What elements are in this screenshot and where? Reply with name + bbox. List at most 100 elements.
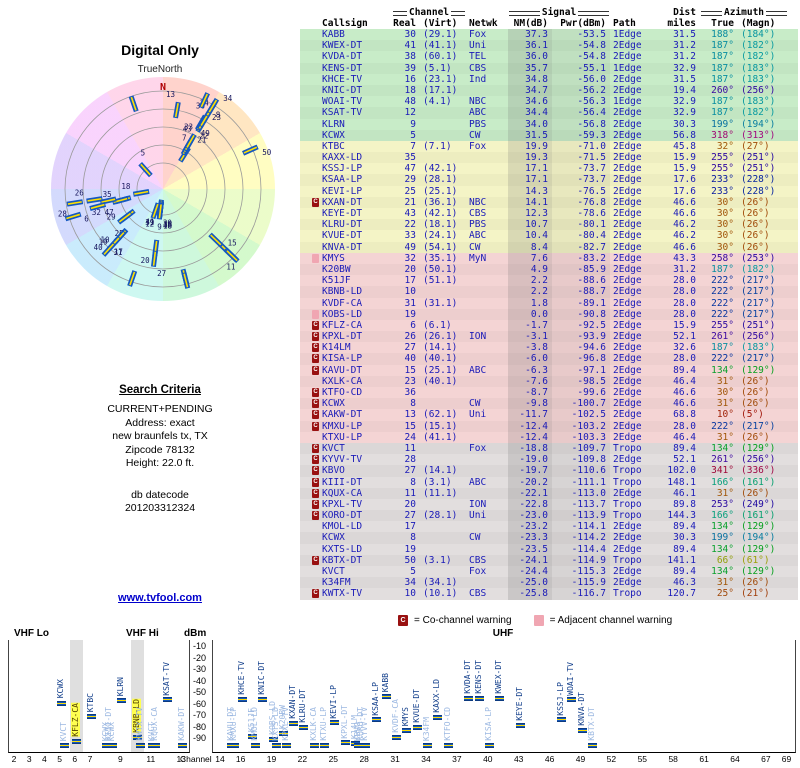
cell-azimuth-magn: (256°) [741, 84, 776, 96]
cell-nm-db: 10.7 [508, 219, 552, 231]
radar-spoke [152, 251, 157, 266]
signal-bar [132, 734, 142, 740]
cell-path: 2Edge [613, 241, 642, 253]
signal-bar [278, 731, 288, 737]
cell-miles: 89.4 [673, 442, 696, 454]
cell-virt: (31.1) [423, 297, 458, 309]
cell-miles: 46.6 [673, 398, 696, 410]
cell-nm-db: 17.1 [508, 174, 552, 186]
cell-azimuth-true: 222° [711, 308, 734, 320]
station-label: KSAA-LP [370, 681, 380, 716]
cell-virt: (29.1) [423, 29, 458, 40]
cell-pwr-dbm: -80.1 [552, 219, 610, 231]
cell-real: 26 [404, 331, 416, 343]
cell-real: 11 [404, 442, 416, 454]
cell-azimuth-magn: (26°) [741, 241, 770, 253]
azimuth-group-header: Azimuth [700, 8, 788, 18]
cell-callsign: WOAI-TV [322, 96, 363, 108]
table-row: KMYS 32 (35.1) MyN 7.6 -83.2 2Edge 43.3 258° (253… [300, 252, 798, 264]
table-row: C KXAN-DT 21 (36.1) NBC 14.1 -76.8 2Edge 46.6 30°… [300, 196, 798, 208]
cell-callsign: KHCE-TV [322, 73, 363, 85]
cell-callsign: KVDA-DT [322, 51, 363, 63]
cell-nm-db: 10.4 [508, 230, 552, 242]
tvfool-link[interactable]: www.tvfool.com [118, 592, 202, 604]
cell-pwr-dbm: -114.1 [552, 521, 610, 533]
cell-azimuth-magn: (183°) [741, 96, 776, 108]
cell-pwr-dbm: -111.1 [552, 476, 610, 488]
table-row: C K14LM 27 (14.1) -3.8 -94.6 2Edge 32.6 187° (183… [300, 342, 798, 354]
cell-virt: (3.1) [423, 476, 452, 488]
station-label: KWEX-DT [494, 659, 504, 694]
cell-nm-db: 0.0 [508, 308, 552, 320]
cell-callsign: KSAT-TV [322, 107, 363, 119]
station-label: KXLK-CA [308, 707, 318, 741]
warning-cell [300, 29, 322, 40]
cell-virt: (41.1) [423, 40, 458, 52]
spacer [466, 8, 508, 18]
cell-nm-db: -24.1 [508, 554, 552, 566]
cell-azimuth-magn: (182°) [741, 107, 776, 119]
cell-pwr-dbm: -103.2 [552, 420, 610, 432]
cell-nm-db: -6.0 [508, 353, 552, 365]
channel-tick: 11 [146, 754, 156, 764]
cell-virt [420, 454, 466, 465]
uhf-label: UHF [492, 628, 514, 639]
radar-spoke [66, 213, 81, 220]
station-label: KTXU-LP [319, 707, 328, 741]
signal-bar [484, 743, 494, 748]
station-label: KPXL-TV [280, 707, 290, 741]
cell-azimuth-true: 260° [711, 84, 734, 96]
cell-real: 20 [404, 498, 416, 510]
table-row: KOBS-LD 19 0.0 -90.8 2Edge 28.0 222° (217°) [300, 308, 798, 320]
table-row: KVDA-DT 38 (60.1) TEL 36.0 -54.8 2Edge 31.2 187°… [300, 51, 798, 63]
cell-azimuth-magn: (249°) [741, 498, 776, 510]
search-criteria: Search Criteria CURRENT+PENDING Address: … [20, 384, 300, 516]
signal-bar [163, 697, 172, 703]
cell-nm-db: -19.0 [508, 454, 552, 466]
radar-spoke [140, 163, 151, 176]
station-label: KNVA-DT [576, 691, 586, 726]
cell-nm-db: -20.2 [508, 476, 552, 488]
station-label: KLRN [116, 676, 126, 696]
cell-azimuth-true: 134° [711, 543, 734, 555]
cell-azimuth-true: 30° [716, 196, 734, 208]
cell-network [466, 488, 508, 499]
table-row: KVUE-DT 33 (24.1) ABC 10.4 -80.4 2Edge 46.2 30° (… [300, 230, 798, 242]
cell-virt: (40.1) [423, 375, 458, 387]
channel-tick: 58 [668, 754, 678, 764]
cell-azimuth-true: 255° [711, 163, 734, 175]
cell-callsign: KWTX-TV [322, 588, 363, 600]
vhf-axis-ticks: 2 3 4 5 6 7 9 11 13 [8, 754, 190, 766]
cell-virt [420, 566, 466, 577]
signal-bar [433, 714, 443, 720]
cell-network: CW [469, 241, 481, 253]
cell-real: 10 [404, 588, 416, 600]
cell-nm-db: 34.8 [508, 73, 552, 85]
cell-path: Tropo [613, 498, 642, 510]
cell-path: 2Edge [613, 308, 642, 320]
channel-tick: 5 [57, 754, 62, 764]
cell-virt [420, 532, 466, 543]
cell-network: Uni [469, 40, 487, 52]
signal-bar [309, 743, 319, 748]
criteria-line: new braunfels tx, TX [112, 430, 208, 442]
warning-cell [300, 577, 322, 588]
cell-nm-db: -23.3 [508, 532, 552, 544]
warning-cell [300, 264, 322, 275]
radar-channel-label: 6 [84, 214, 89, 223]
cell-azimuth-magn: (184°) [741, 29, 776, 40]
cell-azimuth-magn: (129°) [741, 521, 776, 533]
cell-pwr-dbm: -78.6 [552, 208, 610, 220]
table-row: KENS-DT 39 (5.1) CBS 35.7 -55.1 1Edge 32.9 187° (… [300, 62, 798, 74]
cell-path: 1Edge [613, 29, 642, 40]
cell-miles: 28.0 [673, 353, 696, 365]
cell-azimuth-magn: (251°) [741, 152, 776, 164]
cell-pwr-dbm: -56.8 [552, 118, 610, 130]
cell-network: CW [469, 398, 481, 410]
signal-bar [135, 743, 145, 748]
cell-nm-db: 34.4 [508, 107, 552, 119]
cell-nm-db: -23.2 [508, 521, 552, 533]
channel-tick: 49 [575, 754, 586, 764]
signal-bar [271, 743, 281, 748]
cell-path: 2Edge [613, 431, 642, 443]
